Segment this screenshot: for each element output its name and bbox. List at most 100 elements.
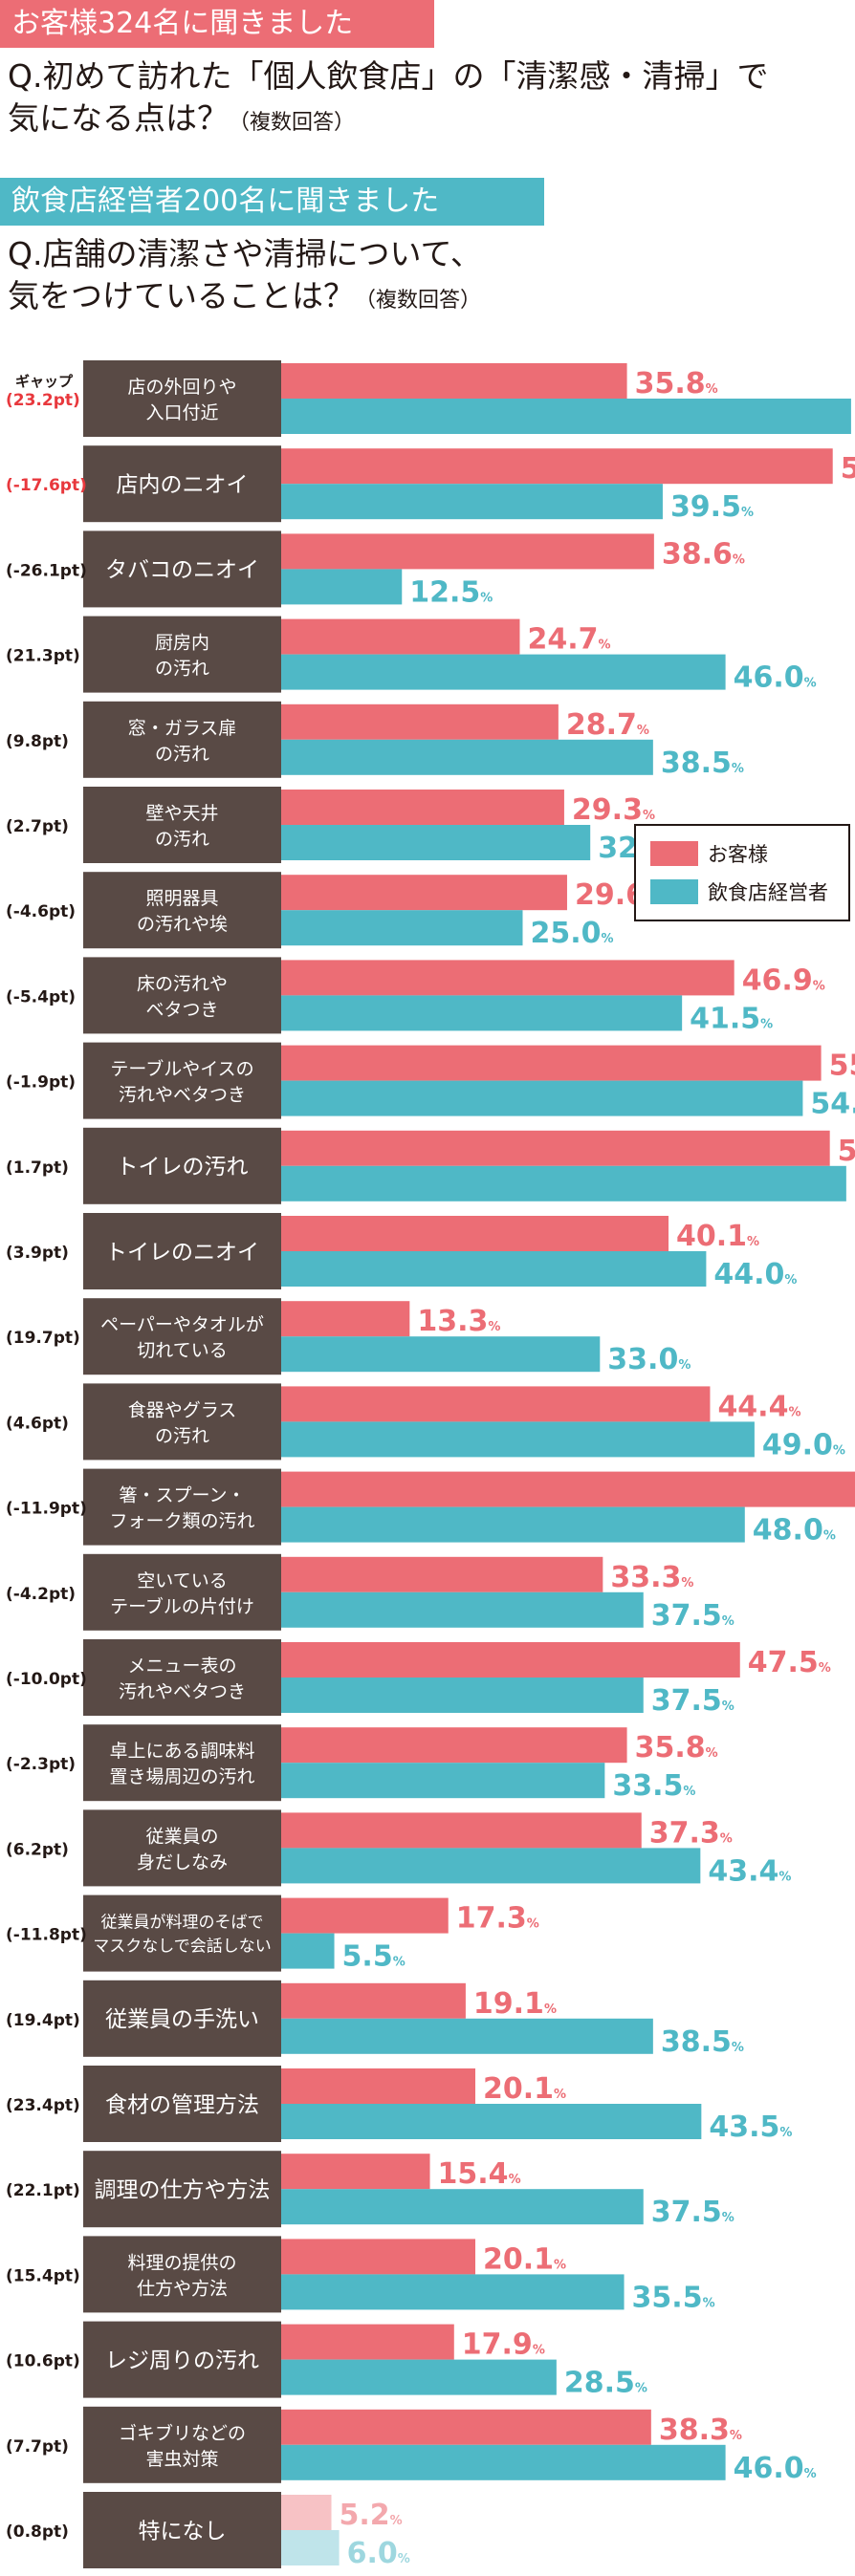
value-label-owner: 46.0% [734,661,817,695]
gap-value: (0.8pt) [6,2522,69,2542]
category-label-box [83,872,281,949]
category-label: 害虫対策 [145,2449,218,2470]
bar-customer [281,1301,410,1337]
gap-value: (-1.9pt) [6,1073,76,1093]
category-label: タバコのニオイ [105,558,259,583]
value-label-owner: 12.5% [409,575,493,609]
bar-owner [281,910,523,946]
multiple-answer-note-2: （複数回答） [355,289,482,313]
value-label-owner: 38.5% [661,747,744,780]
bar-customer [281,875,567,911]
category-label: 汚れやベタつき [119,1085,246,1106]
legend-swatch-owner [650,879,698,904]
bar-owner [281,1421,755,1458]
value-label-owner: 33.0% [607,1343,691,1376]
question-customers-line2: 気になる点は？（複数回答） [8,97,768,144]
question-customers-text: 気になる点は？ [8,99,229,137]
legend-box [634,824,850,921]
multiple-answer-note-1: （複数回答） [229,111,356,135]
bar-owner [281,484,663,520]
category-label-box [83,701,281,778]
value-label-customer: 20.1% [483,2072,566,2106]
bar-customer [281,1216,669,1251]
gap-value: (-11.8pt) [6,1926,87,1945]
value-label-owner: 33.5% [612,1769,695,1803]
category-label: 厨房内 [155,633,209,654]
bar-owner [281,2530,340,2565]
bar-customer [281,1727,627,1764]
bar-owner [281,739,653,775]
value-label-customer: 17.3% [456,1902,539,1936]
category-label-box [83,1639,281,1716]
category-label-box [83,2321,281,2398]
value-label-customer: 19.1% [473,1987,557,2021]
value-label-customer: 56.8% [838,1135,855,1168]
bar-customer [281,1812,642,1849]
category-label: トイレの汚れ [117,1155,249,1180]
gap-value: (1.7pt) [6,1158,69,1178]
bar-owner [281,1336,601,1373]
gap-value: (21.3pt) [6,647,80,666]
bar-owner [281,2018,653,2054]
value-label-customer: 38.3% [659,2414,742,2447]
bar-customer [281,2495,332,2530]
category-label: 調理の仕方や方法 [95,2177,271,2202]
value-label-owner: 38.5% [661,2025,744,2059]
bar-customer [281,704,559,740]
legend-swatch-customer [650,841,698,866]
gap-value: (6.2pt) [6,1840,69,1859]
category-label: トイレのニオイ [105,1240,259,1265]
bar-owner [281,1933,335,1969]
bar-customer [281,618,520,655]
value-label-owner: 46.0% [734,2452,817,2485]
bar-customer [281,2239,476,2275]
legend-label-customer: お客様 [708,843,768,866]
bar-customer [281,533,654,570]
category-label: フォーク類の汚れ [109,1511,254,1532]
category-label: 卓上にある調味料 [109,1741,254,1762]
gap-header: ギャップ [15,373,74,390]
value-label-owner: 28.5% [564,2367,647,2400]
category-label-box [83,1724,281,1802]
survey-banner-owners: 飲食店経営者200名に聞きました [0,178,544,226]
value-label-customer: 17.9% [462,2328,545,2362]
category-label-box [83,2236,281,2313]
category-label-box [83,787,281,863]
category-label: 切れている [137,1340,227,1361]
category-label-box [83,2066,281,2142]
bar-customer [281,960,734,996]
value-label-customer: 15.4% [438,2157,521,2191]
category-label: 入口付近 [145,402,218,423]
category-label-box [83,1553,281,1631]
value-label-customer: 38.6% [662,537,745,571]
category-label: テーブルやイスの [110,1058,253,1080]
category-label: 置き場周辺の汚れ [109,1766,254,1787]
bar-owner [281,1848,701,1884]
bar-owner [281,1165,846,1201]
category-label: メニュー表の [127,1656,236,1677]
gap-value: (4.6pt) [6,1414,69,1433]
category-label: 料理の提供の [127,2252,236,2273]
value-label-owner: 44.0% [713,1258,797,1291]
question-owners-text: 気をつけていることは？ [8,277,355,314]
value-label-owner: 5.5% [342,1940,406,1974]
bar-customer [281,2324,454,2360]
gap-value: (-4.6pt) [6,902,76,921]
value-label-customer: 20.1% [483,2242,566,2276]
bar-customer [281,1642,740,1678]
value-label-customer: 24.7% [527,623,610,657]
category-label: マスクなしで会話しない [93,1937,272,1957]
value-label-customer: 37.3% [649,1816,733,1850]
category-label: ペーパーやタオルが [100,1314,264,1335]
category-label: ゴキブリなどの [119,2422,246,2444]
gap-value: (-11.9pt) [6,1500,87,1519]
category-label-box [83,2492,281,2568]
bar-owner [281,2444,726,2480]
category-label: 従業員が料理のそばで [101,1914,264,1933]
category-label: レジ周りの汚れ [105,2349,259,2373]
bar-owner [281,1080,803,1116]
category-label: 空いている [137,1570,227,1591]
bar-owner [281,399,851,434]
category-label-box [83,1468,281,1546]
value-label-owner: 25.0% [531,917,614,950]
